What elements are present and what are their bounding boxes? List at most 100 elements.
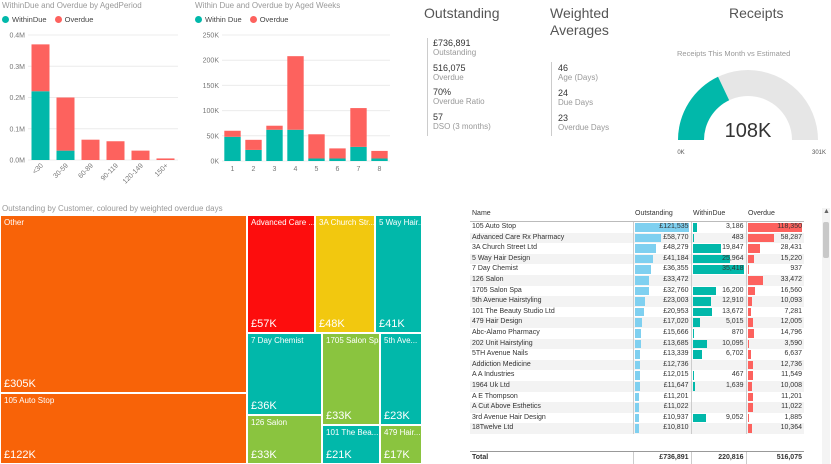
bar-overdue[interactable] [371,150,388,159]
data-bar [634,318,643,327]
table-row[interactable]: 479 Hair Design £17,020 5,015 12,005 [470,317,804,328]
total-withindue: 220,816 [690,451,746,464]
cell-overdue: 1,885 [745,412,804,424]
cell-name: A Cut Above Esthetics [470,402,633,413]
scroll-up-icon[interactable]: ▲ [823,208,830,215]
cell-withindue: 9,052 [690,412,746,424]
chart2-title: Within Due and Overdue by Aged Weeks [195,1,341,10]
chart1-title: WithinDue and Overdue by AgedPeriod [2,1,142,10]
bar-withindue[interactable] [31,91,50,160]
bar-withindue[interactable] [350,146,367,161]
data-bar [747,254,755,264]
bar-overdue[interactable] [106,141,125,160]
table-row[interactable]: 18Twelve Ltd £10,810 10,364 [470,423,804,434]
table-row[interactable]: Advanced Care Rx Pharmacy £58,770 483 58,28… [470,232,804,244]
treemap-tile-105-auto-stop[interactable]: 105 Auto Stop £122K [0,393,247,464]
treemap-tile-126-salon[interactable]: 126 Salon £33K [247,415,322,464]
cell-name: 1705 Salon Spa [472,286,522,294]
treemap-tile-7-day-chemist[interactable]: 7 Day Chemist £36K [247,333,322,415]
treemap-tile-advanced-care[interactable]: Advanced Care ... £57K [247,215,315,333]
table-row[interactable]: 1964 Uk Ltd £11,647 1,639 10,008 [470,380,804,392]
data-bar [747,360,754,370]
table-row[interactable]: Abc-Alamo Pharmacy £15,666 870 14,796 [470,327,804,339]
bar-overdue[interactable] [308,134,325,159]
bar-withindue[interactable] [329,158,346,161]
bar-overdue[interactable] [329,148,346,159]
table-row[interactable]: 5th Avenue Hairstyling £23,003 12,910 10,09… [470,296,804,307]
treemap-tile-other[interactable]: Other £305K [0,215,247,393]
chart2-legend-overdue[interactable]: Overdue [249,15,288,24]
col-header-name[interactable]: Name [470,207,633,222]
bar-overdue[interactable] [350,108,367,147]
cell-overdue: 16,560 [745,285,804,297]
table-row[interactable]: 101 The Beauty Studio Ltd £20,953 13,672 7,… [470,306,804,318]
chart2-legend-within[interactable]: Within Due [195,15,242,24]
bar-withindue[interactable] [371,158,388,161]
col-header-overdue[interactable]: Overdue [746,207,804,222]
bar-overdue[interactable] [56,97,75,151]
bar-overdue[interactable] [266,125,283,130]
matrix-total-row: Total £736,891 220,816 516,075 [470,451,804,464]
table-row[interactable]: 1705 Salon Spa £32,760 16,200 16,560 [470,285,804,297]
data-bar [747,244,761,253]
scrollbar-thumb[interactable] [823,222,829,258]
kpi-due-days: 24 Due Days [558,88,594,107]
table-row[interactable]: Addiction Medicine £12,736 12,736 [470,359,804,371]
table-row[interactable]: 202 Unit Hairstyling £13,685 10,095 3,590 [470,338,804,350]
cell-name: 5th Avenue Hairstyling [470,296,633,307]
cell-name: 101 The Beauty Studio Ltd [472,307,555,315]
data-bar [747,233,775,243]
cell-overdue: 11,549 [745,370,804,381]
table-row[interactable]: 7 Day Chemist £36,355 35,418 937 [470,264,804,275]
chart1-legend-overdue[interactable]: Overdue [54,15,93,24]
bar-withindue[interactable] [266,129,283,161]
data-bar [692,381,695,391]
bar-overdue[interactable] [287,56,304,130]
cell-outstanding: £11,201 [632,391,691,403]
data-bar [634,307,644,317]
treemap-tile-479-hair[interactable]: 479 Hair... £17K [380,425,422,464]
table-row[interactable]: 126 Salon £33,472 33,472 [470,274,804,286]
bar-overdue[interactable] [156,158,175,160]
bar-withindue[interactable] [245,149,262,161]
matrix-scrollbar[interactable]: ▲ [822,208,830,464]
cell-outstanding: £33,472 [632,274,691,286]
data-bar [634,297,645,306]
table-row[interactable]: 3A Church Street Ltd £48,279 19,847 28,431 [470,243,804,254]
table-row[interactable]: A E Thompson £11,201 11,201 [470,391,804,403]
matrix-header-row: Name Outstanding WithinDue Overdue [470,207,804,222]
bar-overdue[interactable] [245,139,262,150]
outstanding-kpis: £736,891 Outstanding 516,075 Overdue 70% Ov… [433,38,491,136]
col-header-outstanding[interactable]: Outstanding [633,207,691,222]
chart1-legend-within[interactable]: WithinDue [2,15,47,24]
aged-weeks-chart: 0K 50K 100K 150K 200K 250K 1 2 3 4 5 6 7 8 [203,33,390,173]
cell-withindue: 1,639 [690,380,746,392]
table-row[interactable]: A A Industries £12,015 467 11,549 [470,370,804,381]
treemap-tile-1705-salon-spa[interactable]: 1705 Salon Spa £33K [322,333,380,425]
table-row[interactable]: 5TH Avenue Nails £13,339 6,702 6,637 [470,349,804,360]
treemap-tile-3a-church-street[interactable]: 3A Church Str... £48K [315,215,375,333]
bar-withindue[interactable] [308,158,325,161]
table-row[interactable]: A Cut Above Esthetics £11,022 11,022 [470,402,804,413]
data-bar [747,307,751,317]
table-row[interactable]: 5 Way Hair Design £41,184 25,964 15,220 [470,253,804,265]
treemap-tile-5-way-hair[interactable]: 5 Way Hair... £41K [375,215,422,333]
data-bar [747,328,755,338]
col-header-withindue[interactable]: WithinDue [691,207,746,222]
bar-withindue[interactable] [287,129,304,161]
bar-withindue[interactable] [56,150,75,160]
data-bar [747,392,753,402]
bar-overdue[interactable] [224,130,241,137]
treemap-tile-5th-avenue[interactable]: 5th Ave... £23K [380,333,422,425]
data-bar [747,424,753,433]
bar-overdue[interactable] [31,44,50,92]
cell-overdue: 118,350 [745,221,804,233]
cell-name: 3A Church Street Ltd [472,244,537,252]
table-row[interactable]: 105 Auto Stop £121,535 3,186 118,350 [470,221,804,233]
bar-overdue[interactable] [81,139,100,160]
table-row[interactable]: 3rd Avenue Hair Design £10,937 9,052 1,885 [470,412,804,424]
bar-withindue[interactable] [224,136,241,161]
treemap-tile-101-the-beauty[interactable]: 101 The Bea... £21K [322,425,380,464]
bar-overdue[interactable] [131,150,150,160]
kpi-age-days: 46 Age (Days) [558,63,599,82]
